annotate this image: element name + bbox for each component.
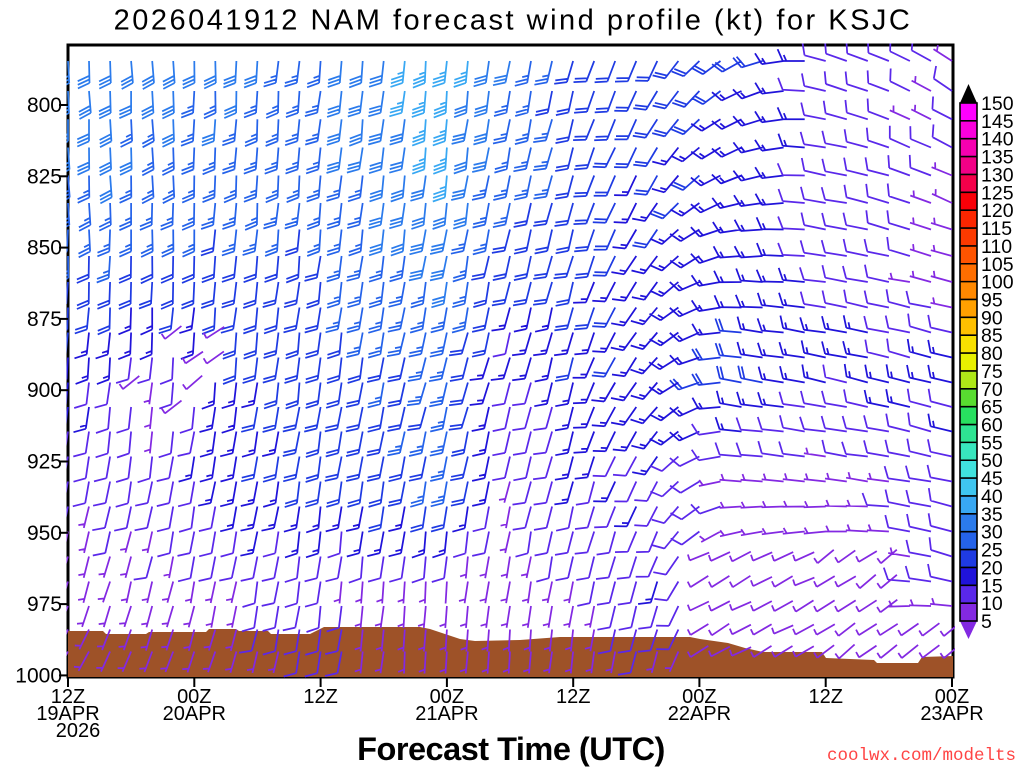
svg-text:12Z: 12Z [556,686,590,708]
svg-text:80: 80 [981,343,1003,365]
svg-text:30: 30 [981,522,1003,544]
svg-text:130: 130 [981,164,1014,186]
svg-text:25: 25 [981,540,1003,562]
svg-text:800: 800 [27,94,62,117]
svg-text:20: 20 [981,557,1003,579]
svg-text:875: 875 [27,308,62,331]
svg-text:1000: 1000 [15,664,62,687]
svg-text:45: 45 [981,468,1003,490]
svg-text:00Z: 00Z [682,686,716,708]
svg-text:2026: 2026 [56,720,101,742]
svg-text:12Z: 12Z [808,686,842,708]
svg-text:5: 5 [981,611,992,633]
svg-text:135: 135 [981,147,1014,169]
svg-text:105: 105 [981,254,1014,276]
svg-text:35: 35 [981,504,1003,526]
svg-text:925: 925 [27,451,62,474]
svg-text:60: 60 [981,415,1003,437]
svg-text:140: 140 [981,129,1014,151]
svg-text:115: 115 [981,218,1012,240]
svg-text:150: 150 [981,93,1014,115]
svg-text:65: 65 [981,397,1003,419]
svg-text:825: 825 [27,165,62,188]
svg-text:975: 975 [27,593,62,616]
svg-text:00Z: 00Z [430,686,464,708]
svg-text:850: 850 [27,237,62,260]
svg-text:00Z: 00Z [177,686,211,708]
svg-text:12Z: 12Z [51,686,85,708]
svg-text:19APR: 19APR [36,703,99,725]
svg-text:22APR: 22APR [668,703,731,725]
svg-text:75: 75 [981,361,1003,383]
svg-text:50: 50 [981,450,1003,472]
svg-text:Forecast Time (UTC): Forecast Time (UTC) [357,731,665,767]
svg-text:95: 95 [981,290,1003,312]
svg-text:coolwx.com/modelts: coolwx.com/modelts [827,746,1016,766]
svg-text:20APR: 20APR [163,703,226,725]
svg-text:85: 85 [981,325,1003,347]
svg-text:55: 55 [981,432,1003,454]
svg-text:10: 10 [981,593,1003,615]
svg-text:125: 125 [981,182,1014,204]
svg-text:40: 40 [981,486,1003,508]
svg-text:00Z: 00Z [935,686,969,708]
svg-text:70: 70 [981,379,1003,401]
svg-text:15: 15 [981,575,1003,597]
svg-text:12Z: 12Z [303,686,337,708]
svg-text:145: 145 [981,111,1014,133]
svg-text:950: 950 [27,522,62,545]
svg-text:23APR: 23APR [920,703,983,725]
svg-text:120: 120 [981,200,1014,222]
svg-text:110: 110 [981,236,1012,258]
svg-text:900: 900 [27,379,62,402]
svg-text:90: 90 [981,307,1003,329]
svg-text:2026041912 NAM forecast wind p: 2026041912 NAM forecast wind profile (kt… [114,5,913,37]
svg-text:100: 100 [981,272,1014,294]
svg-text:21APR: 21APR [415,703,478,725]
